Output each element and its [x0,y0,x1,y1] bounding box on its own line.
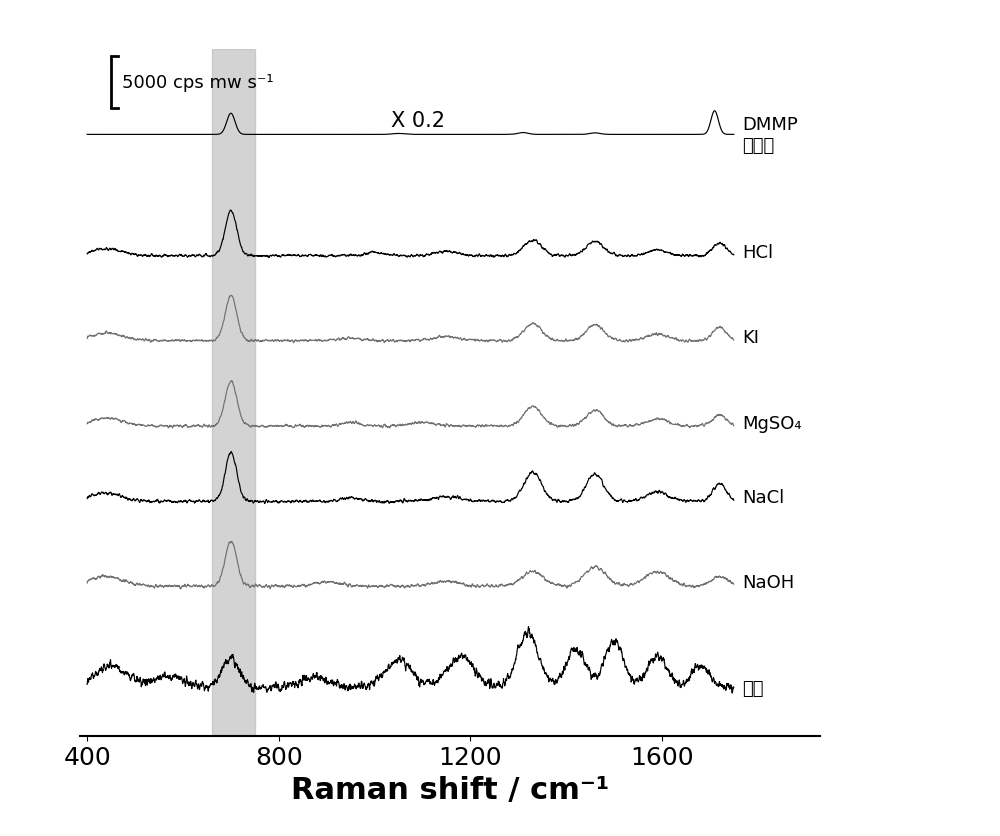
X-axis label: Raman shift / cm⁻¹: Raman shift / cm⁻¹ [291,775,609,804]
Text: 5000 cps mw s⁻¹: 5000 cps mw s⁻¹ [122,74,274,92]
Text: HCl: HCl [742,244,774,262]
Text: MgSO₄: MgSO₄ [742,415,802,432]
Text: NaOH: NaOH [742,573,795,591]
Text: NaCl: NaCl [742,488,785,506]
Text: 空白: 空白 [742,679,764,696]
Text: DMMP
液体谱: DMMP 液体谱 [742,116,798,155]
Text: X 0.2: X 0.2 [391,111,445,131]
Text: KI: KI [742,329,759,347]
Bar [212,50,255,736]
